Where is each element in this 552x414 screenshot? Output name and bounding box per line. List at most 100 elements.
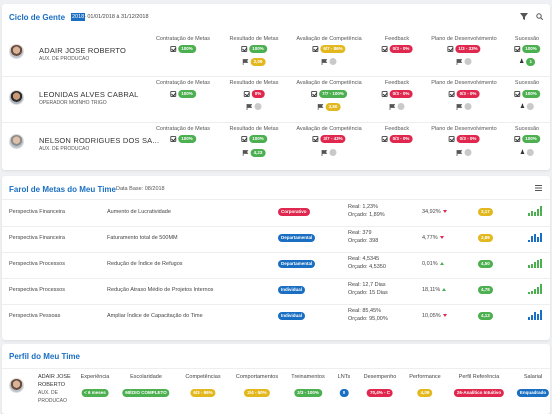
perfil-cell[interactable]: LNTs 0 bbox=[338, 374, 350, 399]
perfil-card: Perfil do Meu Time ADAIR JOSE ROBERTO AU… bbox=[2, 344, 550, 414]
plano-score-cell[interactable] bbox=[456, 58, 472, 65]
perfil-cell[interactable]: Performance 4,09 bbox=[409, 374, 441, 399]
plano-score-cell[interactable] bbox=[456, 103, 472, 110]
real-value: Real: 85,45% bbox=[348, 308, 382, 314]
plano-cell[interactable]: 0/3 - 0% bbox=[448, 135, 480, 143]
spark-bar bbox=[531, 236, 533, 242]
resultado-cell[interactable]: 0% bbox=[243, 90, 265, 98]
contratacao-cell[interactable]: 100% bbox=[170, 90, 196, 98]
perfil-value-badge: 2/4 - 50% bbox=[244, 389, 270, 397]
perfil-value-badge: 6/3 - 86% bbox=[190, 389, 216, 397]
perfil-cell[interactable]: Competências 6/3 - 86% bbox=[185, 374, 221, 399]
feedback-cell[interactable]: 0/3 - 0% bbox=[381, 135, 413, 143]
tipo-label: Departamental bbox=[278, 260, 316, 268]
col-plano: Plano de Desenvolvimento bbox=[431, 80, 497, 86]
meta-row[interactable]: Perspectiva Processos Redução Atraso Méd… bbox=[2, 278, 550, 302]
check-icon bbox=[514, 135, 521, 142]
resultado-cell[interactable]: 100% bbox=[241, 135, 267, 143]
sucessao-count-cell[interactable]: ♟ bbox=[520, 103, 535, 111]
col-sucessao: Sucessão bbox=[514, 36, 540, 42]
spark-bar bbox=[528, 265, 530, 268]
status-badge: 0% bbox=[251, 90, 265, 98]
farol-card: Farol de Metas do Meu Time Data Base: 08… bbox=[2, 176, 550, 340]
trend-down-icon bbox=[442, 314, 447, 318]
flag-icon bbox=[242, 58, 249, 65]
sucessao-count-cell[interactable]: ♟ bbox=[520, 149, 535, 157]
spark-bar bbox=[528, 240, 530, 242]
pct-label: 10,05% bbox=[422, 313, 441, 319]
perspectiva: Perspectiva Processos bbox=[9, 287, 65, 293]
meta-row[interactable]: Perspectiva Pessoas Ampliar Índice de Ca… bbox=[2, 304, 550, 328]
spark-bar bbox=[537, 314, 539, 320]
perfil-cell[interactable]: Salarial Enquadrado bbox=[516, 374, 550, 399]
avaliacao-score-cell[interactable] bbox=[321, 58, 337, 65]
tipo-badge: Individual bbox=[278, 312, 306, 320]
status-badge: 3/7 - 43% bbox=[320, 135, 346, 143]
perfil-cell[interactable]: Escolaridade MÉDIO COMPLETO bbox=[122, 374, 170, 399]
resultado-score-cell[interactable]: 2,09 bbox=[242, 58, 266, 66]
spark-bar bbox=[531, 291, 533, 294]
check-icon bbox=[311, 90, 318, 97]
flag-icon bbox=[321, 58, 328, 65]
resultado-score-cell[interactable]: 4,23 bbox=[242, 149, 266, 157]
check-icon bbox=[243, 90, 250, 97]
orcado-value: Orçado: 95,00% bbox=[348, 316, 388, 322]
perfil-cell[interactable]: Desempenho 70,4% - C bbox=[364, 374, 396, 399]
pct-label: 34,92% bbox=[422, 209, 441, 215]
sucessao-cell[interactable]: 100% bbox=[514, 45, 540, 53]
contratacao-cell[interactable]: 100% bbox=[170, 135, 196, 143]
resultado-cell[interactable]: 100% bbox=[241, 45, 267, 53]
empty-score-dot bbox=[329, 149, 337, 156]
person-row[interactable]: ADAIR JOSE ROBERTO AUX. DE PRODUCAO Cont… bbox=[2, 30, 550, 76]
plano-cell[interactable]: 1/3 - 33% bbox=[447, 45, 481, 53]
avaliacao-cell[interactable]: 7/7 - 100% bbox=[311, 90, 347, 98]
meta-row[interactable]: Perspectiva Processos Redução de Índice … bbox=[2, 252, 550, 276]
perfil-cell[interactable]: Experiência < 6 meses bbox=[81, 374, 109, 399]
col-contratacao: Contratação de Metas bbox=[155, 36, 211, 42]
sucessao-cell[interactable]: 100% bbox=[514, 135, 540, 143]
sucessao-cell[interactable]: 100% bbox=[514, 90, 540, 98]
feedback-cell[interactable]: 0/3 - 0% bbox=[381, 90, 413, 98]
list-icon[interactable] bbox=[535, 185, 542, 193]
year-selector[interactable]: 2018 bbox=[71, 13, 86, 21]
col-contratacao: Contratação de Metas bbox=[155, 80, 211, 86]
sucessao-count-cell[interactable]: ♟ 1 bbox=[519, 58, 535, 66]
perfil-value-badge: MÉDIO COMPLETO bbox=[122, 389, 170, 397]
status-badge: 0/3 - 0% bbox=[389, 90, 413, 98]
perfil-value-badge: 0 bbox=[339, 389, 349, 397]
status-badge: 6/7 - 86% bbox=[320, 45, 346, 53]
avaliacao-score-cell[interactable]: 3,50 bbox=[317, 103, 341, 111]
avaliacao-cell[interactable]: 3/7 - 43% bbox=[312, 135, 346, 143]
sparkline-bars-icon bbox=[528, 206, 542, 216]
plano-score-cell[interactable] bbox=[456, 149, 472, 156]
feedback-cell[interactable]: 0/3 - 0% bbox=[381, 45, 413, 53]
filter-icon[interactable] bbox=[520, 13, 528, 22]
spark-bar bbox=[531, 211, 533, 216]
contratacao-cell[interactable]: 100% bbox=[170, 45, 196, 53]
person-row[interactable]: NELSON RODRIGUES DOS SA... AUX. DE PRODU… bbox=[2, 122, 550, 168]
perfil-cell[interactable]: Perfil Referência 26-Analítico Intuitivo bbox=[453, 374, 505, 399]
avaliacao-cell[interactable]: 6/7 - 86% bbox=[312, 45, 346, 53]
flag-icon bbox=[456, 149, 463, 156]
plano-cell[interactable]: 0/3 - 0% bbox=[448, 90, 480, 98]
flag-icon bbox=[321, 149, 328, 156]
meta-row[interactable]: Perspectiva Financeira Faturamento total… bbox=[2, 226, 550, 250]
perfil-cell[interactable]: Treinamentos 3/3 - 100% bbox=[291, 374, 325, 399]
meta-row[interactable]: Perspectiva Financeira Aumento de Lucrat… bbox=[2, 200, 550, 224]
perfil-cell[interactable]: Comportamentos 2/4 - 50% bbox=[236, 374, 278, 399]
avaliacao-score-cell[interactable] bbox=[321, 149, 337, 156]
resultado-score-cell[interactable] bbox=[246, 103, 262, 110]
person-row[interactable]: LEONIDAS ALVES CABRAL OPERADOR MOINHO TR… bbox=[2, 76, 550, 122]
spark-bar bbox=[528, 213, 530, 216]
feedback-score-cell[interactable] bbox=[389, 103, 405, 110]
perfil-row[interactable]: ADAIR JOSE ROBERTO AUX. DE PRODUCAO Expe… bbox=[2, 370, 550, 414]
period-label: - 01/01/2018 à 31/12/2018 bbox=[84, 14, 149, 20]
orcado-value: Orçado: 398 bbox=[348, 238, 379, 244]
status-badge: 0/3 - 0% bbox=[456, 90, 480, 98]
check-icon bbox=[448, 90, 455, 97]
spark-bar bbox=[534, 289, 536, 294]
score-label: 4,50 bbox=[478, 260, 493, 268]
pct-label: 0,01% bbox=[422, 261, 438, 267]
count-badge: 1 bbox=[526, 58, 535, 66]
search-icon[interactable] bbox=[536, 13, 544, 22]
